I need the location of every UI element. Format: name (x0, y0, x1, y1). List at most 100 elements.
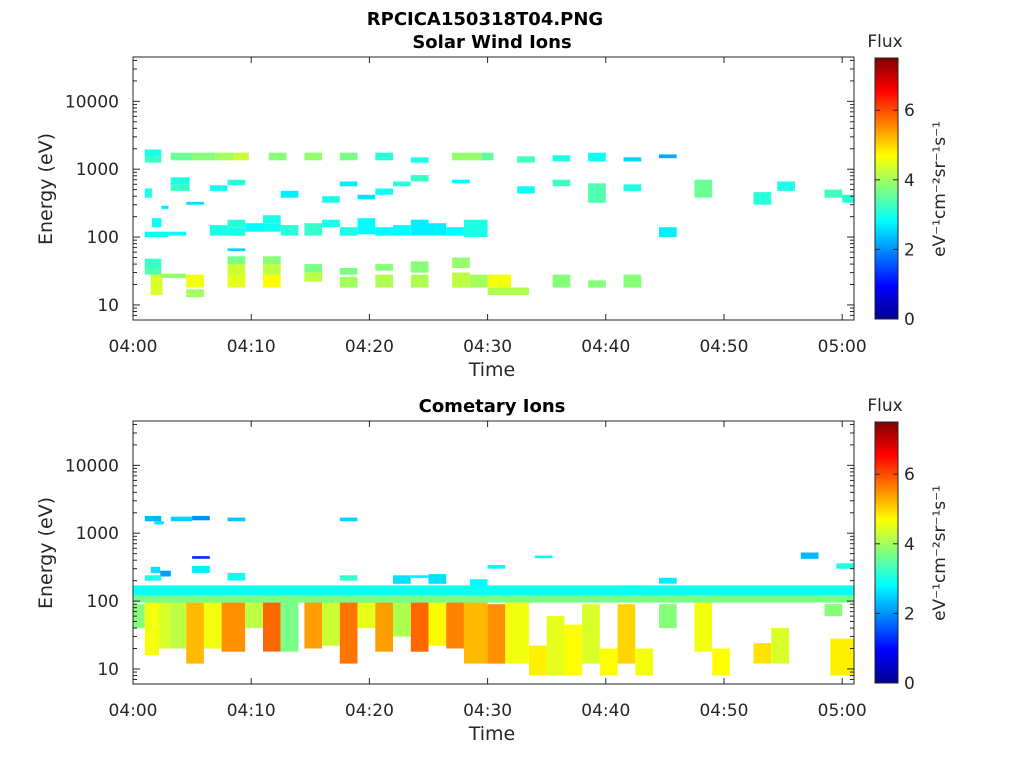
solar-wind-heatmap-cell (410, 175, 429, 182)
solar-wind-heatmap-cell (410, 219, 429, 236)
solar-wind-heatmap-cell (623, 274, 642, 288)
cometary-heatmap-cell (410, 598, 429, 652)
solar-wind-heatmap-cell (339, 268, 358, 275)
cometary-heatmap-cell (280, 598, 299, 652)
cometary-heatmap-cell (635, 648, 653, 676)
solar-wind-xlabel: Time (468, 359, 516, 381)
cometary-heatmap-cell (836, 563, 854, 569)
cometary-heatmap (133, 515, 854, 676)
solar-wind-heatmap-cell (304, 223, 323, 236)
cometary-xlabel: Time (468, 723, 516, 745)
solar-wind-heatmap-cell (452, 272, 470, 288)
cometary-heatmap-cell (186, 598, 204, 664)
solar-wind-heatmap-cell (469, 274, 488, 288)
cometary-heatmap-cell (393, 575, 411, 584)
solar-wind-xtick-label: 04:30 (463, 337, 512, 357)
cometary-heatmap-cell (659, 577, 677, 584)
solar-wind-heatmap-cell (144, 188, 152, 198)
cometary-heatmap-cell (393, 598, 411, 637)
cometary-colorbar-scale (874, 421, 899, 684)
cometary-heatmap-cell (375, 598, 393, 652)
solar-wind-heatmap-cell (588, 152, 606, 162)
cometary-heatmap-cell (546, 616, 565, 676)
solar-wind-heatmap-cell (227, 248, 246, 252)
cometary-heatmap-cell (144, 575, 162, 581)
cometary-colorbar: Flux 0 2 4 6 eV⁻¹cm⁻²sr⁻¹s⁻¹ (867, 396, 950, 694)
solar-wind-colorbar-scale (874, 57, 899, 320)
cometary-heatmap-cell (505, 601, 529, 664)
solar-wind-heatmap-cell (170, 177, 190, 185)
cometary-colorbar-tick-label: 2 (904, 604, 915, 624)
solar-wind-colorbar: Flux 0 2 4 6 eV⁻¹cm⁻²sr⁻¹s⁻¹ (867, 32, 950, 330)
cometary-colorbar-unit: eV⁻¹cm⁻²sr⁻¹s⁻¹ (930, 485, 950, 621)
solar-wind-heatmap-cell (552, 274, 571, 288)
cometary-heatmap-cell (170, 598, 187, 649)
solar-wind-heatmap-cell (375, 188, 393, 195)
cometary-heatmap-cell (339, 598, 358, 664)
solar-wind-heatmap-cell (144, 149, 162, 157)
cometary-heatmap-cell (263, 595, 281, 652)
solar-wind-heatmap-cell (263, 256, 281, 264)
cometary-heatmap-cell (227, 572, 246, 581)
solar-wind-heatmap-cell (263, 274, 281, 288)
cometary-heatmap-cell (428, 574, 447, 584)
solar-wind-heatmap-cell (144, 268, 162, 275)
cometary-xtick-label: 05:00 (818, 701, 867, 721)
cometary-heatmap-cell (339, 575, 358, 581)
solar-wind-heatmap-cell (227, 264, 246, 275)
cometary-xtick-label: 04:50 (699, 701, 748, 721)
solar-wind-heatmap-cell (623, 184, 642, 191)
solar-wind-heatmap-cell (263, 215, 281, 224)
solar-wind-heatmap-cell (233, 152, 249, 161)
cometary-heatmap-cell (357, 598, 376, 629)
cometary-colorbar-title: Flux (867, 396, 902, 416)
cometary-plot-frame (132, 420, 855, 685)
solar-wind-xtick-label: 04:50 (699, 337, 748, 357)
solar-wind-heatmap-cell (339, 152, 358, 161)
solar-wind-heatmap-cell (304, 272, 323, 282)
cometary-heatmap-cell (771, 628, 789, 664)
solar-wind-heatmap-cell (842, 194, 854, 203)
cometary-heatmap-cell (322, 598, 340, 646)
solar-wind-heatmap-cell (322, 196, 340, 203)
solar-wind-heatmap-cell (777, 181, 795, 191)
solar-wind-heatmap-cell (186, 201, 204, 205)
solar-wind-ylabel: Energy (eV) (35, 133, 57, 245)
cometary-heatmap-cell (227, 517, 246, 522)
solar-wind-heatmap-cell (339, 227, 358, 236)
solar-wind-heatmap-cell (428, 223, 447, 236)
cometary-heatmap-cell (428, 598, 447, 646)
solar-wind-colorbar-unit: eV⁻¹cm⁻²sr⁻¹s⁻¹ (930, 121, 950, 257)
solar-wind-heatmap-cell (452, 152, 482, 161)
cometary-colorbar-tick-label: 6 (904, 465, 915, 485)
cometary-heatmap-cell (192, 515, 210, 521)
cometary-heatmap-cell (469, 579, 488, 590)
figure-title: RPCICA150318T04.PNG (367, 9, 603, 30)
solar-wind-heatmap-cell (227, 274, 246, 288)
cometary-heatmap-cell (830, 638, 854, 676)
solar-wind-heatmap-cell (623, 157, 642, 162)
cometary-ticks: 04:00 04:10 04:20 04:30 04:40 04:50 05:00 10 100… (65, 421, 867, 721)
solar-wind-heatmap-cell (322, 219, 340, 228)
solar-wind-heatmap-cell (227, 219, 246, 228)
cometary-ytick-label: 10 (97, 660, 119, 680)
solar-wind-heatmap-cell (393, 225, 411, 236)
cometary-heatmap-cell (617, 604, 636, 664)
cometary-heatmap-cell (712, 648, 730, 676)
solar-wind-heatmap-cell (753, 192, 772, 205)
solar-wind-heatmap-cell (375, 274, 393, 288)
cometary-colorbar-tick-label: 4 (904, 535, 915, 555)
solar-wind-colorbar-tick-label: 6 (904, 101, 915, 121)
solar-wind-heatmap-cell (517, 186, 535, 194)
cometary-ylabel: Energy (eV) (35, 497, 57, 609)
solar-wind-heatmap-cell (268, 152, 287, 161)
cometary-heatmap-cell (824, 604, 843, 617)
solar-wind-heatmap-cell (170, 184, 190, 191)
solar-wind-heatmap-cell (588, 183, 606, 203)
cometary-heatmap-cell (192, 565, 210, 573)
solar-wind-heatmap-cell (410, 274, 429, 288)
solar-wind-heatmap-cell (144, 231, 169, 238)
cometary-heatmap-cell (304, 598, 323, 649)
cometary-heatmap-cell (659, 604, 677, 629)
